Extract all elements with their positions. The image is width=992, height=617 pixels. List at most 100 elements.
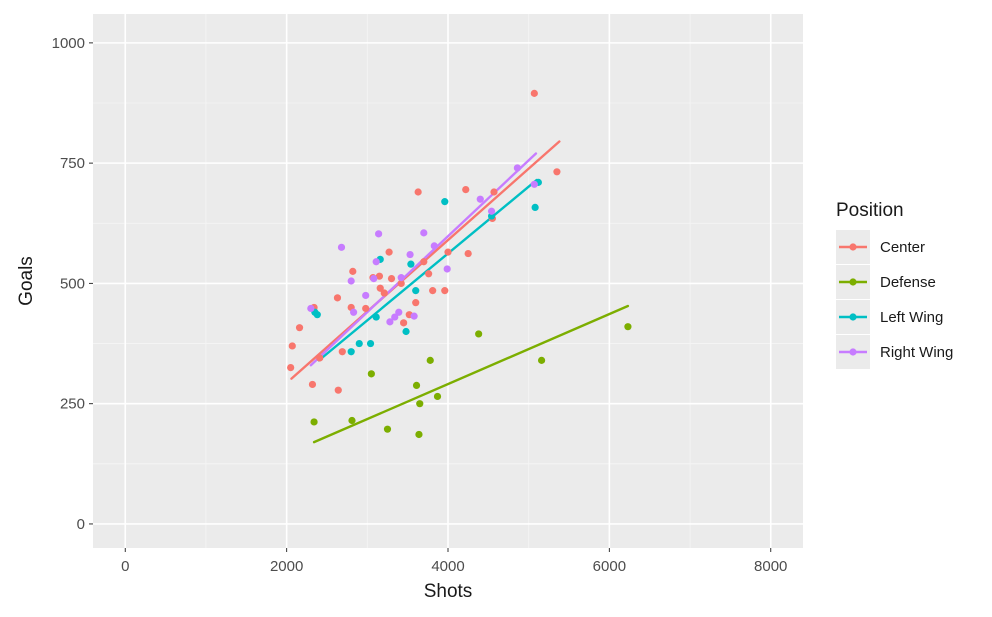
point-center	[349, 267, 357, 275]
point-defense	[383, 425, 392, 433]
point-left-wing	[372, 313, 380, 321]
point-defense	[426, 356, 434, 364]
point-left-wing	[347, 348, 355, 356]
legend-item-center: Center	[836, 230, 925, 264]
point-right-wing	[397, 274, 405, 282]
point-right-wing	[420, 229, 428, 237]
point-right-wing	[530, 180, 538, 188]
point-defense	[624, 323, 632, 331]
point-right-wing	[307, 304, 315, 313]
y-tick-label: 0	[77, 516, 85, 533]
point-right-wing	[430, 242, 438, 250]
point-right-wing	[372, 258, 380, 266]
point-center	[425, 270, 433, 278]
legend-label: Left Wing	[880, 309, 943, 326]
point-center	[376, 284, 384, 292]
point-center	[334, 386, 342, 394]
y-tick-label: 250	[60, 396, 85, 413]
point-right-wing	[337, 243, 346, 251]
point-left-wing	[531, 203, 539, 211]
point-right-wing	[391, 313, 399, 321]
point-center	[288, 342, 296, 350]
point-left-wing	[366, 339, 375, 348]
point-defense	[310, 418, 318, 426]
legend-item-right-wing: Right Wing	[836, 335, 953, 369]
y-axis: 0 250 500 750 1000	[52, 35, 93, 533]
point-defense	[412, 381, 421, 389]
point-center	[530, 89, 538, 97]
point-defense	[415, 430, 423, 439]
x-axis-title: Shots	[424, 581, 473, 602]
x-tick-label: 6000	[593, 558, 626, 575]
legend: Position Center Defense Left Wing Right Win…	[836, 200, 953, 369]
point-right-wing	[406, 250, 414, 259]
point-right-wing	[350, 308, 358, 316]
point-right-wing	[386, 318, 394, 326]
legend-item-defense: Defense	[836, 265, 936, 299]
point-center	[397, 279, 405, 288]
point-defense	[348, 416, 356, 425]
legend-key-point	[849, 348, 857, 356]
point-left-wing	[402, 327, 410, 336]
point-defense	[367, 370, 375, 378]
point-center	[412, 299, 420, 307]
legend-title: Position	[836, 200, 904, 221]
point-center	[375, 272, 384, 280]
point-right-wing	[347, 277, 355, 285]
data-points	[287, 89, 632, 439]
point-defense	[433, 392, 442, 401]
point-center	[362, 304, 370, 313]
point-center	[462, 185, 470, 194]
legend-key-point	[849, 243, 857, 251]
point-right-wing	[476, 195, 484, 203]
point-center	[441, 287, 449, 295]
x-tick-label: 2000	[270, 558, 303, 575]
point-left-wing	[313, 311, 321, 319]
legend-label: Defense	[880, 274, 936, 291]
point-center	[420, 258, 428, 266]
point-center	[333, 294, 342, 302]
legend-item-left-wing: Left Wing	[836, 300, 943, 334]
point-center	[464, 249, 472, 258]
point-left-wing	[407, 260, 415, 268]
point-defense	[475, 330, 483, 338]
x-tick-label: 8000	[754, 558, 787, 575]
y-tick-label: 750	[60, 155, 85, 172]
point-right-wing	[513, 164, 521, 172]
point-center	[380, 289, 388, 297]
legend-key-point	[849, 278, 857, 286]
point-center	[387, 274, 396, 283]
legend-key-point	[849, 313, 857, 321]
x-tick-label: 0	[121, 558, 129, 575]
point-right-wing	[487, 207, 496, 215]
point-center	[444, 248, 452, 256]
fit-line-defense	[312, 304, 630, 444]
point-right-wing	[375, 230, 383, 238]
point-center	[429, 287, 437, 295]
point-center	[338, 348, 346, 356]
point-left-wing	[412, 287, 420, 295]
point-center	[553, 168, 561, 176]
fit-line-left-wing	[317, 178, 538, 362]
point-center	[414, 188, 422, 196]
point-right-wing	[443, 265, 451, 273]
grid-major	[93, 14, 803, 548]
y-tick-label: 1000	[52, 35, 85, 52]
point-left-wing	[441, 198, 449, 206]
point-center	[295, 324, 304, 332]
point-center	[316, 354, 324, 362]
point-center	[308, 380, 317, 389]
point-left-wing	[355, 339, 363, 348]
point-right-wing	[370, 274, 378, 283]
point-center	[490, 188, 498, 196]
x-tick-label: 4000	[431, 558, 464, 575]
point-center	[287, 363, 295, 372]
point-defense	[416, 400, 424, 408]
legend-label: Center	[880, 239, 925, 256]
y-axis-title: Goals	[16, 256, 37, 306]
point-right-wing	[362, 291, 370, 300]
point-right-wing	[410, 312, 418, 320]
point-center	[385, 248, 393, 256]
point-center	[400, 319, 408, 327]
